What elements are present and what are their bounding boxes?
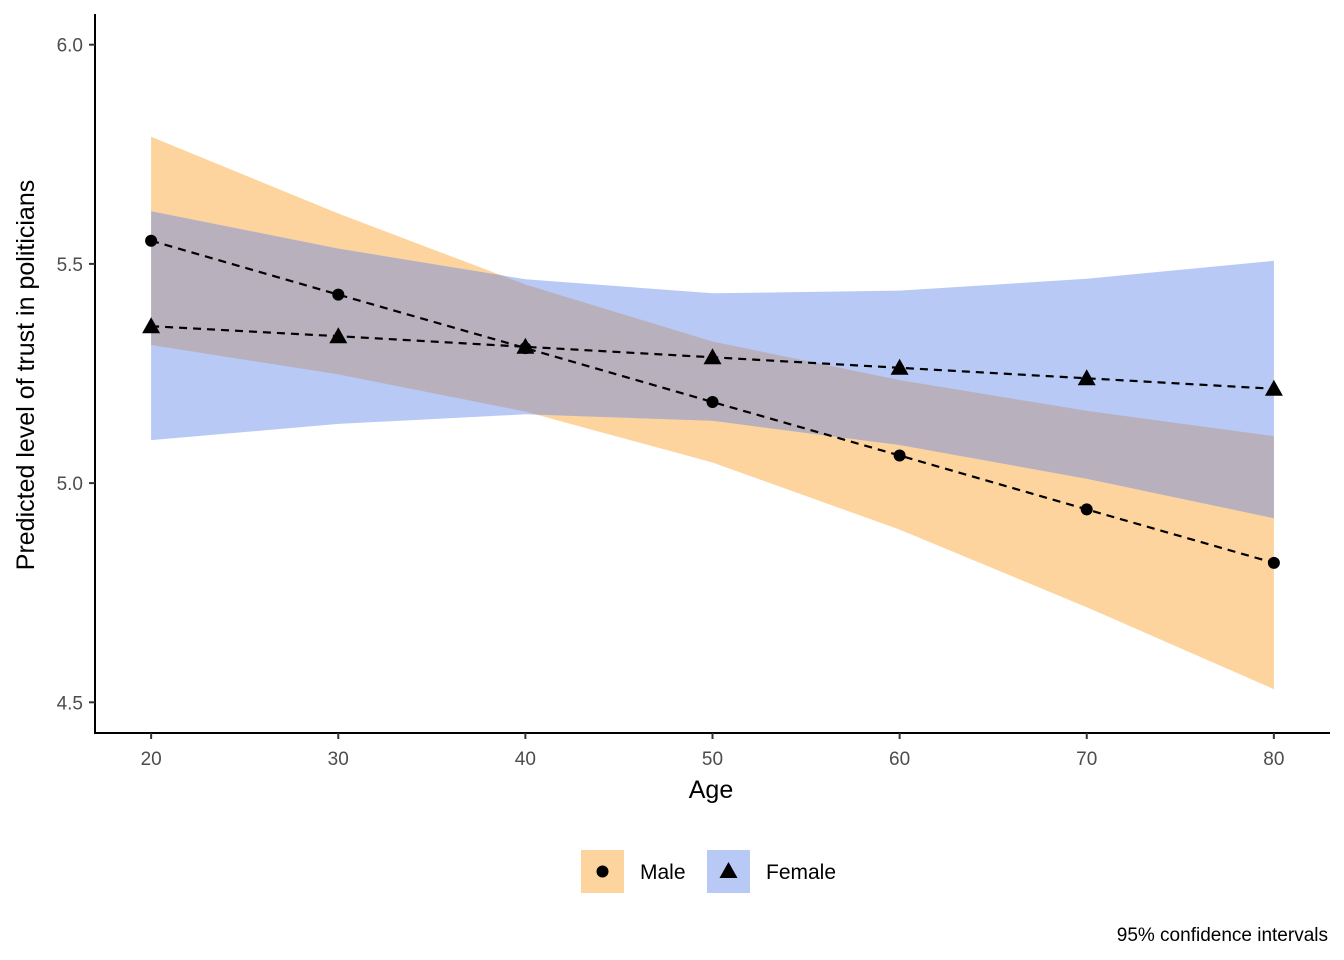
x-tick-label: 80	[1263, 749, 1284, 770]
caption: 95% confidence intervals	[1117, 925, 1328, 946]
y-tick-label: 5.0	[57, 474, 83, 495]
x-tick-label: 40	[515, 749, 536, 770]
legend-label-female: Female	[766, 861, 836, 884]
legend: Male Female	[581, 850, 836, 893]
x-axis-title: Age	[689, 776, 733, 804]
point-male-50	[706, 396, 719, 408]
point-male-70	[1080, 503, 1093, 516]
y-tick-label: 4.5	[57, 693, 83, 714]
point-male-30	[332, 288, 345, 301]
y-tick-label: 6.0	[57, 36, 83, 57]
x-tick-label: 60	[889, 749, 910, 770]
x-tick-label: 20	[141, 749, 162, 770]
point-female-50	[703, 348, 722, 365]
y-ticks: 4.5 5.0 5.5 6.0	[57, 36, 95, 714]
y-tick-label: 5.5	[57, 255, 83, 276]
y-axis-title: Predicted level of trust in politicians	[12, 180, 40, 570]
legend-label-male: Male	[640, 861, 686, 884]
point-male-80	[1267, 556, 1280, 569]
x-tick-label: 70	[1076, 749, 1097, 770]
point-female-20	[142, 317, 161, 334]
point-female-60	[890, 358, 909, 375]
legend-marker-male	[596, 865, 609, 878]
point-female-40	[516, 337, 535, 354]
point-female-80	[1264, 379, 1283, 396]
x-tick-label: 50	[702, 749, 723, 770]
series-points	[142, 234, 1283, 569]
confidence-ribbons	[151, 136, 1274, 690]
point-female-70	[1077, 369, 1096, 386]
x-tick-label: 30	[328, 749, 349, 770]
point-male-60	[893, 449, 906, 462]
x-ticks: 20 30 40 50 60 70 80	[141, 733, 1284, 770]
axes: 4.5 5.0 5.5 6.0 20 30 40 50 60 70 80	[57, 14, 1330, 770]
point-female-30	[329, 327, 348, 344]
point-male-20	[145, 234, 158, 247]
legend-marker-female	[719, 862, 738, 878]
